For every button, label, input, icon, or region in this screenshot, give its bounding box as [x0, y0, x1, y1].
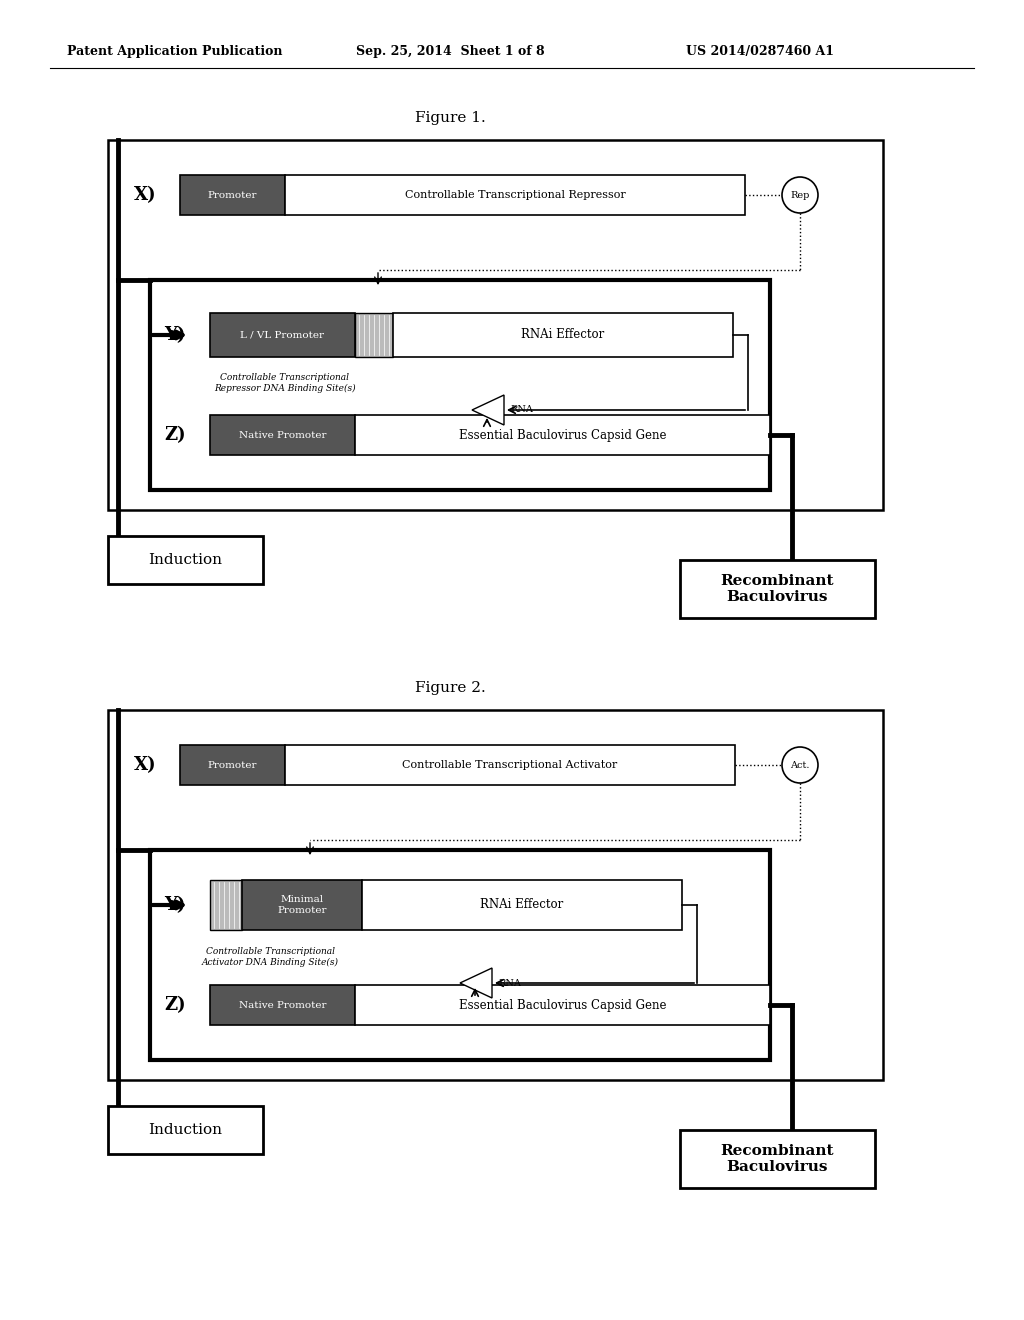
Circle shape	[782, 747, 818, 783]
Bar	[210, 985, 355, 1026]
Bar	[362, 880, 682, 931]
Bar	[108, 536, 263, 583]
Text: Y): Y)	[164, 326, 185, 345]
Polygon shape	[472, 395, 504, 425]
Text: Y): Y)	[164, 896, 185, 913]
Text: Controllable Transcriptional Repressor: Controllable Transcriptional Repressor	[404, 190, 626, 201]
Text: L / VL Promoter: L / VL Promoter	[241, 330, 325, 339]
Circle shape	[782, 177, 818, 213]
Bar	[285, 176, 745, 215]
Text: Native Promoter: Native Promoter	[239, 430, 327, 440]
Bar	[355, 414, 770, 455]
Text: Induction: Induction	[148, 553, 222, 568]
Text: Essential Baculovirus Capsid Gene: Essential Baculovirus Capsid Gene	[459, 998, 667, 1011]
Bar	[680, 1130, 874, 1188]
Bar	[242, 880, 362, 931]
Text: RNAi Effector: RNAi Effector	[480, 899, 563, 912]
Bar	[355, 313, 393, 356]
Bar	[210, 880, 242, 931]
Bar	[150, 280, 770, 490]
Text: X): X)	[134, 186, 157, 205]
Text: RNA: RNA	[510, 405, 532, 414]
Text: Figure 1.: Figure 1.	[415, 111, 485, 125]
Bar	[210, 414, 355, 455]
Text: Native Promoter: Native Promoter	[239, 1001, 327, 1010]
Bar	[180, 176, 285, 215]
Bar	[285, 744, 735, 785]
Text: Patent Application Publication: Patent Application Publication	[68, 45, 283, 58]
Text: Promoter: Promoter	[208, 190, 257, 199]
Text: RNA: RNA	[498, 978, 521, 987]
Text: Induction: Induction	[148, 1123, 222, 1137]
Bar	[108, 140, 883, 510]
Text: Act.: Act.	[791, 760, 810, 770]
Text: Controllable Transcriptional
Activator DNA Binding Site(s): Controllable Transcriptional Activator D…	[202, 946, 339, 966]
Text: Recombinant
Baculovirus: Recombinant Baculovirus	[721, 1144, 835, 1173]
Text: X): X)	[134, 756, 157, 774]
Bar	[150, 850, 770, 1060]
Text: Minimal
Promoter: Minimal Promoter	[278, 895, 327, 915]
Text: Controllable Transcriptional Activator: Controllable Transcriptional Activator	[402, 760, 617, 770]
Text: Z): Z)	[164, 426, 185, 444]
Text: Z): Z)	[164, 997, 185, 1014]
Text: Promoter: Promoter	[208, 760, 257, 770]
Text: Essential Baculovirus Capsid Gene: Essential Baculovirus Capsid Gene	[459, 429, 667, 441]
Text: Sep. 25, 2014  Sheet 1 of 8: Sep. 25, 2014 Sheet 1 of 8	[355, 45, 545, 58]
Bar	[108, 1106, 263, 1154]
Text: RNAi Effector: RNAi Effector	[521, 329, 604, 342]
Polygon shape	[460, 968, 492, 998]
Bar	[680, 560, 874, 618]
Bar	[355, 985, 770, 1026]
Text: Rep: Rep	[791, 190, 810, 199]
Bar	[210, 313, 355, 356]
Bar	[108, 710, 883, 1080]
Text: Controllable Transcriptional
Repressor DNA Binding Site(s): Controllable Transcriptional Repressor D…	[214, 374, 355, 392]
Bar	[180, 744, 285, 785]
Text: US 2014/0287460 A1: US 2014/0287460 A1	[686, 45, 834, 58]
Bar	[393, 313, 733, 356]
Text: Recombinant
Baculovirus: Recombinant Baculovirus	[721, 574, 835, 605]
Text: Figure 2.: Figure 2.	[415, 681, 485, 696]
